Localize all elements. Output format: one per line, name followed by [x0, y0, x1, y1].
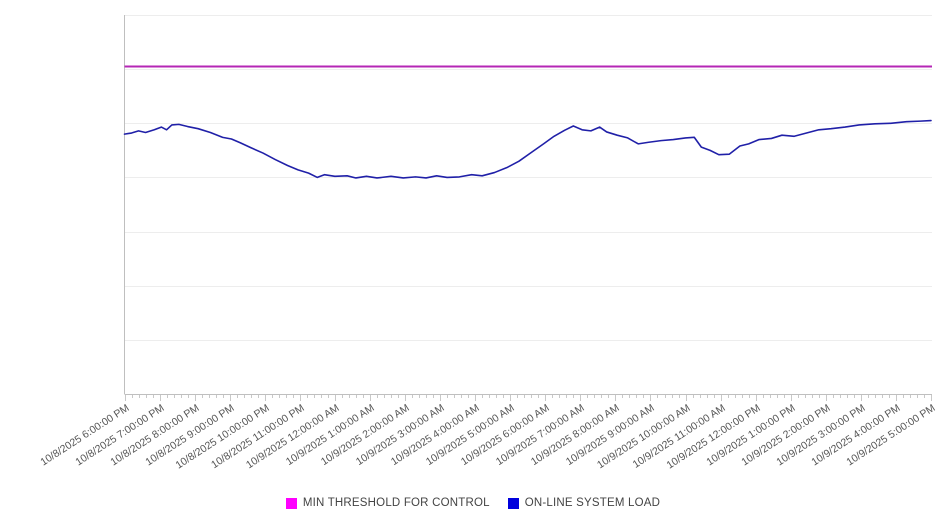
x-axis-ticks — [125, 395, 932, 401]
series-line-on-line-system-load — [123, 119, 932, 179]
axis-lines — [124, 15, 932, 395]
chart-legend: MIN THRESHOLD FOR CONTROL ON-LINE SYSTEM… — [0, 497, 946, 509]
legend-swatch-blue — [507, 497, 519, 509]
legend-label-on-line-system-load: ON-LINE SYSTEM LOAD — [524, 497, 661, 509]
legend-item-on-line-system-load[interactable]: ON-LINE SYSTEM LOAD — [507, 497, 661, 509]
legend-label-min-threshold-for-control: MIN THRESHOLD FOR CONTROL — [302, 497, 490, 509]
legend-swatch-magenta — [285, 497, 297, 509]
legend-item-min-threshold-for-control[interactable]: MIN THRESHOLD FOR CONTROL — [285, 497, 490, 509]
gridlines — [124, 15, 932, 341]
